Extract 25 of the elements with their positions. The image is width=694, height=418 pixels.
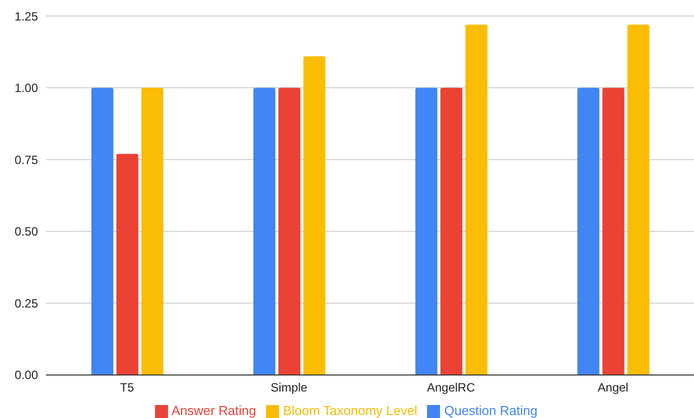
legend-label: Answer Rating <box>172 402 256 418</box>
legend-label: Bloom Taxonomy Level <box>283 402 418 418</box>
y-tick-label: 0.25 <box>14 296 38 310</box>
bar <box>577 88 600 375</box>
bar <box>278 88 300 375</box>
y-tick-label: 1.25 <box>14 9 38 24</box>
x-tick-label: Simple <box>270 380 308 394</box>
bar <box>465 24 488 375</box>
x-tick-label: AngelRC <box>426 380 476 394</box>
y-tick-label: 0.50 <box>14 224 38 239</box>
y-tick-label: 0.75 <box>14 152 38 167</box>
bar <box>303 56 326 375</box>
legend-label: Question Rating <box>444 402 538 418</box>
x-tick-label: T5 <box>120 380 134 394</box>
bar <box>116 154 138 375</box>
bar <box>415 88 438 375</box>
bar <box>627 24 650 375</box>
bar <box>440 88 462 375</box>
x-tick-label: Angel <box>598 380 628 394</box>
bar <box>141 88 164 375</box>
bar <box>602 88 624 375</box>
y-tick-label: 1.00 <box>14 81 38 96</box>
bar <box>91 88 114 375</box>
y-tick-label: 0.00 <box>14 368 38 382</box>
bar <box>253 88 276 375</box>
